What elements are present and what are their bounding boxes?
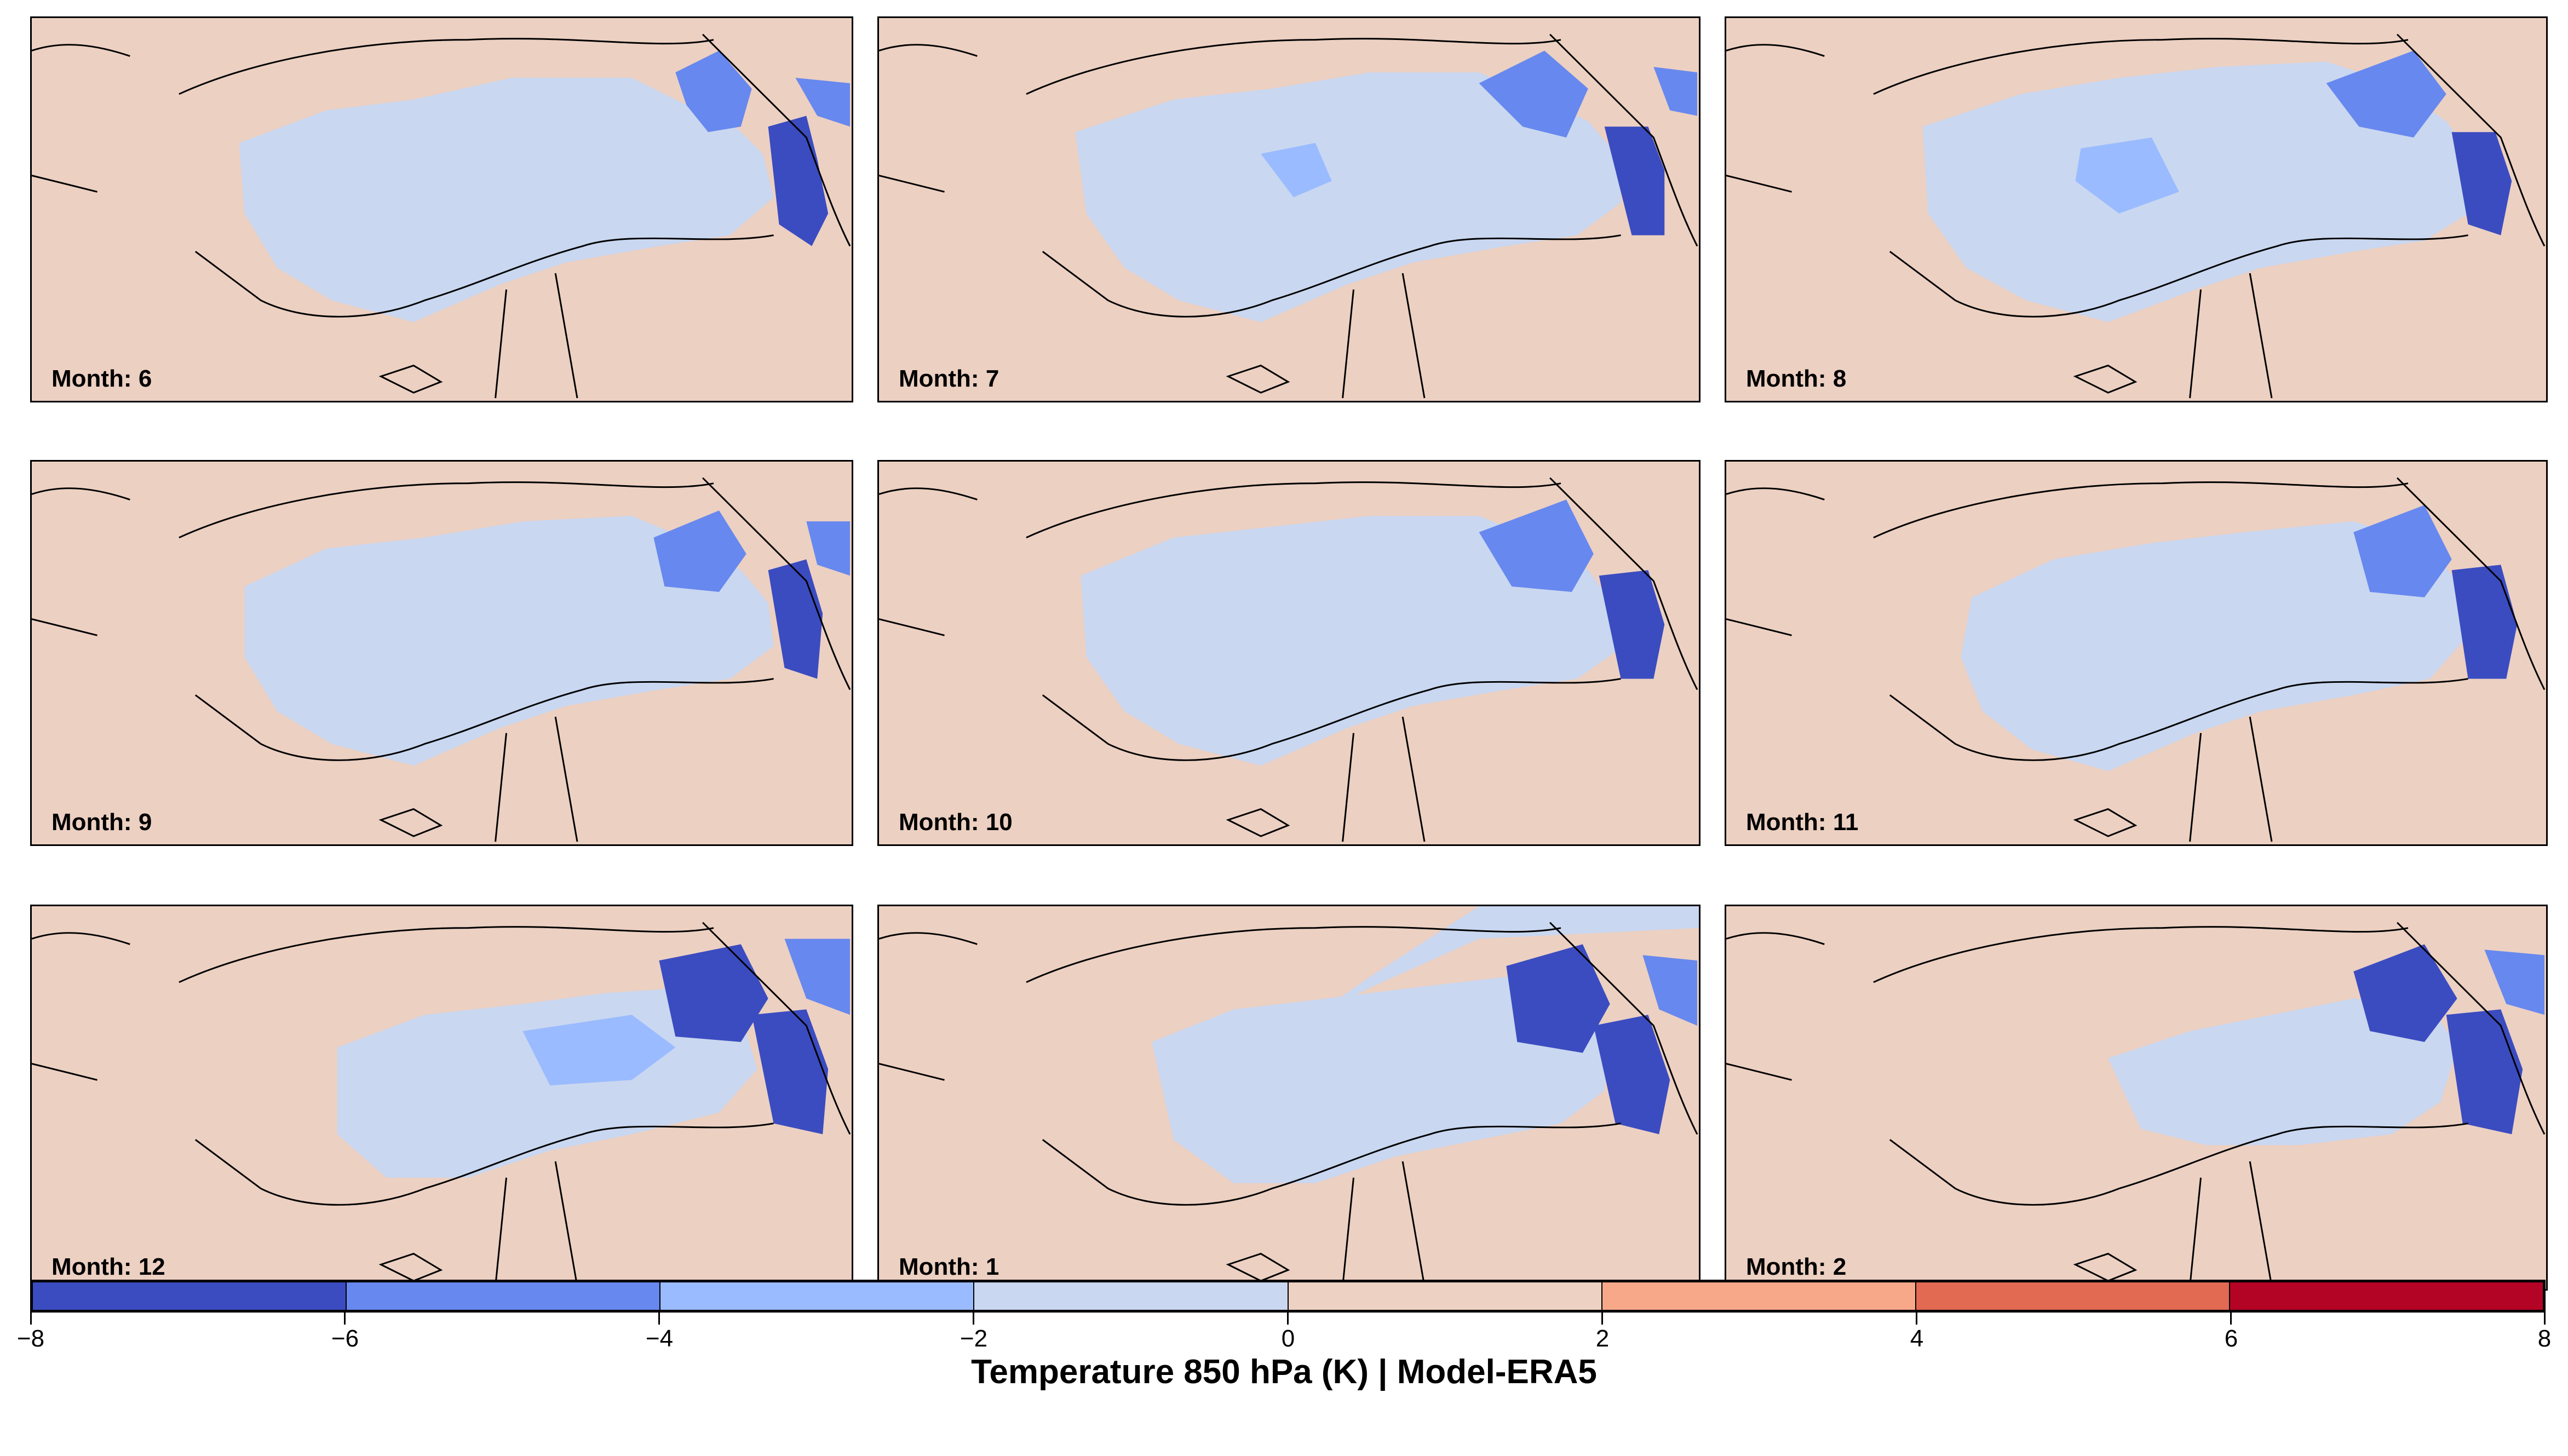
colorbar-tick xyxy=(658,1313,660,1325)
colorbar-tick xyxy=(1287,1313,1289,1325)
panel-label: Month: 8 xyxy=(1743,365,1850,393)
colorbar-tick-label: −8 xyxy=(16,1325,45,1352)
colorbar-tick xyxy=(2230,1313,2232,1325)
map-panel-month-2: Month: 2 xyxy=(1725,905,2548,1291)
colorbar-tick-label: −4 xyxy=(645,1325,674,1352)
colorbar-tick-label: 8 xyxy=(2537,1325,2552,1352)
colorbar-tick-label: −2 xyxy=(960,1325,988,1352)
colorbar-tick-label: 6 xyxy=(2224,1325,2238,1352)
panel-label: Month: 7 xyxy=(895,365,1003,393)
colorbar-tick xyxy=(2544,1313,2546,1325)
map-panel-month-8: Month: 8 xyxy=(1725,16,2548,402)
map-panel-month-9: Month: 9 xyxy=(30,460,853,846)
colorbar-tick xyxy=(344,1313,346,1325)
colorbar-segment xyxy=(2228,1282,2543,1310)
colorbar-segment xyxy=(1287,1282,1601,1310)
colorbar-tick-label: 0 xyxy=(1281,1325,1295,1352)
colorbar-segment xyxy=(973,1282,1288,1310)
colorbar-segment xyxy=(346,1282,660,1310)
colorbar-tick xyxy=(973,1313,974,1325)
map-panel-month-11: Month: 11 xyxy=(1725,460,2548,846)
panel-label: Month: 12 xyxy=(48,1253,169,1281)
panel-label: Month: 6 xyxy=(48,365,156,393)
colorbar-tick-label: 4 xyxy=(1910,1325,1924,1352)
anomaly-map xyxy=(32,33,851,399)
anomaly-map xyxy=(879,477,1698,842)
panel-label: Month: 9 xyxy=(48,808,156,837)
map-panel-month-12: Month: 12 xyxy=(30,905,853,1291)
colorbar-tick-label: 2 xyxy=(1595,1325,1610,1352)
anomaly-map xyxy=(1726,922,2546,1287)
colorbar-title: Temperature 850 hPa (K) | Model-ERA5 xyxy=(971,1353,1597,1391)
colorbar-tick-label: −6 xyxy=(331,1325,359,1352)
anomaly-map xyxy=(879,33,1698,399)
colorbar-segment xyxy=(1915,1282,2229,1310)
anomaly-map xyxy=(1726,33,2546,399)
colorbar-tick xyxy=(1916,1313,1917,1325)
map-panel-month-10: Month: 10 xyxy=(877,460,1700,846)
anomaly-map xyxy=(32,477,851,842)
colorbar-segment xyxy=(659,1282,974,1310)
panel-label: Month: 11 xyxy=(1743,808,1862,837)
anomaly-map xyxy=(879,906,1699,1287)
map-panel-month-7: Month: 7 xyxy=(877,16,1700,402)
panel-label: Month: 10 xyxy=(895,808,1016,837)
map-panel-month-6: Month: 6 xyxy=(30,16,853,402)
panel-label: Month: 1 xyxy=(895,1253,1003,1281)
anomaly-map xyxy=(32,922,851,1287)
panel-label: Month: 2 xyxy=(1743,1253,1850,1281)
anomaly-map xyxy=(1726,477,2546,842)
colorbar-tick xyxy=(1601,1313,1603,1325)
map-panel-month-1: Month: 1 xyxy=(877,905,1700,1291)
colorbar-tick xyxy=(30,1313,32,1325)
colorbar xyxy=(30,1280,2546,1313)
colorbar-segment xyxy=(33,1282,346,1310)
colorbar-segment xyxy=(1601,1282,1915,1310)
